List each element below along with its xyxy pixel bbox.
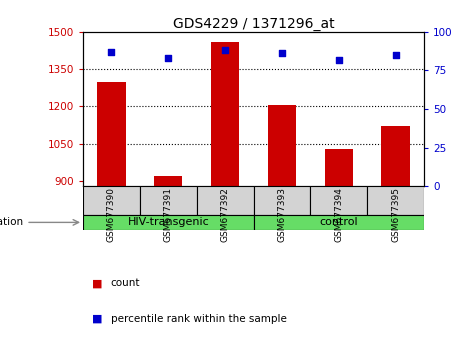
Text: count: count xyxy=(111,278,140,288)
Text: genotype/variation: genotype/variation xyxy=(0,217,23,227)
Bar xyxy=(367,186,424,215)
Bar xyxy=(310,186,367,215)
Point xyxy=(335,57,343,62)
Bar xyxy=(83,215,254,230)
Bar xyxy=(154,176,183,186)
Text: GSM677395: GSM677395 xyxy=(391,187,400,242)
Bar xyxy=(83,186,140,215)
Text: GSM677390: GSM677390 xyxy=(107,187,116,242)
Text: HIV-transgenic: HIV-transgenic xyxy=(127,217,209,227)
Text: ■: ■ xyxy=(92,314,103,324)
Bar xyxy=(97,82,125,186)
Bar xyxy=(254,186,310,215)
Text: percentile rank within the sample: percentile rank within the sample xyxy=(111,314,287,324)
Point xyxy=(165,55,172,61)
Bar xyxy=(197,186,254,215)
Bar xyxy=(211,42,239,186)
Bar xyxy=(325,149,353,186)
Text: GSM677392: GSM677392 xyxy=(221,187,230,242)
Point xyxy=(278,51,286,56)
Point xyxy=(392,52,399,58)
Text: GSM677391: GSM677391 xyxy=(164,187,173,242)
Text: ■: ■ xyxy=(92,278,103,288)
Text: GSM677393: GSM677393 xyxy=(278,187,286,242)
Bar xyxy=(381,126,410,186)
Title: GDS4229 / 1371296_at: GDS4229 / 1371296_at xyxy=(173,17,334,31)
Text: GSM677394: GSM677394 xyxy=(334,187,343,242)
Point xyxy=(108,49,115,55)
Point xyxy=(221,47,229,53)
Text: control: control xyxy=(319,217,358,227)
Bar xyxy=(254,215,424,230)
Bar xyxy=(268,105,296,186)
Bar xyxy=(140,186,197,215)
